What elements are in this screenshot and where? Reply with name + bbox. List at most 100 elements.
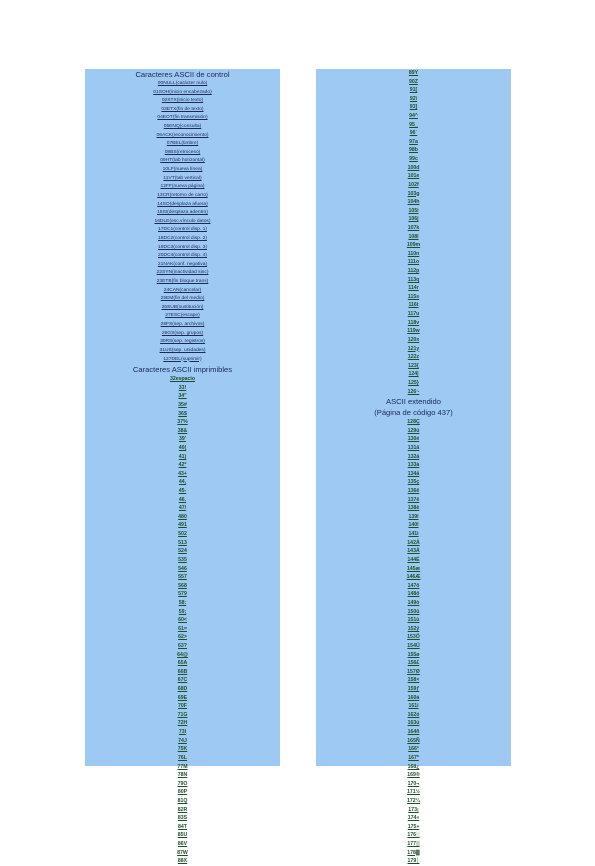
control-character-link[interactable]: 01SOH(inicio encabezado) xyxy=(153,89,212,95)
extended-character-link[interactable]: 164ñ xyxy=(407,729,420,736)
extended-character-link[interactable]: 160á xyxy=(407,694,420,701)
extended-character-link[interactable]: 179│ xyxy=(407,858,420,865)
printable-character-link[interactable]: 524 xyxy=(178,548,187,555)
printable-character-link[interactable]: 35# xyxy=(178,401,187,408)
extended-character-link[interactable]: 130é xyxy=(407,436,420,443)
printable-character-link[interactable]: 67C xyxy=(177,677,188,684)
printable-character-link[interactable]: 64@ xyxy=(177,651,188,658)
control-character-link[interactable]: 07BEL(timbre) xyxy=(166,141,199,147)
printable-character-link[interactable]: 568 xyxy=(178,582,187,589)
control-character-link[interactable]: 127DEL(suprimir) xyxy=(163,356,202,362)
extended-character-link[interactable]: 155ø xyxy=(407,651,420,658)
printable-character-link[interactable]: 41) xyxy=(178,453,187,460)
printable-character-link[interactable]: 73I xyxy=(178,729,187,736)
control-character-link[interactable]: 26SUB(sustitución) xyxy=(161,304,204,310)
control-character-link[interactable]: 19DC3(control disp. 3) xyxy=(158,244,207,250)
control-character-link[interactable]: 31US(sep. unidades) xyxy=(159,347,206,353)
extended-character-link[interactable]: 150û xyxy=(407,608,420,615)
extended-character-link[interactable]: 133à xyxy=(407,462,420,469)
printable-character-link[interactable]: 99c xyxy=(409,156,418,163)
printable-character-link[interactable]: 62> xyxy=(178,634,187,641)
extended-character-link[interactable]: 142Ä xyxy=(407,539,420,546)
extended-character-link[interactable]: 129ü xyxy=(407,427,420,434)
printable-character-link[interactable]: 513 xyxy=(178,539,187,546)
extended-character-link[interactable]: 178▓ xyxy=(407,849,420,856)
printable-character-link[interactable]: 91[ xyxy=(409,87,418,94)
printable-character-link[interactable]: 502 xyxy=(178,531,187,538)
extended-character-link[interactable]: 169® xyxy=(407,772,420,779)
printable-character-link[interactable]: 113q xyxy=(407,276,420,283)
printable-character-link[interactable]: 60< xyxy=(178,617,187,624)
printable-character-link[interactable]: 115s xyxy=(407,293,420,300)
printable-character-link[interactable]: 44, xyxy=(178,479,187,486)
printable-character-link[interactable]: 36$ xyxy=(178,410,187,417)
control-character-link[interactable]: 09HT(tab horizontal) xyxy=(160,158,205,164)
printable-character-link[interactable]: 38& xyxy=(177,427,188,434)
extended-character-link[interactable]: 157Ø xyxy=(407,668,420,675)
extended-character-link[interactable]: 153Ö xyxy=(407,634,420,641)
printable-character-link[interactable]: 120x xyxy=(407,336,420,343)
printable-character-link[interactable]: 65A xyxy=(177,660,188,667)
extended-character-link[interactable]: 137ë xyxy=(407,496,420,503)
printable-character-link[interactable]: 47/ xyxy=(178,505,187,512)
extended-character-link[interactable]: 128Ç xyxy=(407,419,420,426)
printable-character-link[interactable]: 79O xyxy=(177,780,188,787)
printable-character-link[interactable]: 95_ xyxy=(409,121,418,128)
printable-character-link[interactable]: 125} xyxy=(408,379,419,386)
printable-character-link[interactable]: 124| xyxy=(408,371,419,378)
control-character-link[interactable]: 13CR(retorno de carro) xyxy=(157,192,208,198)
control-character-link[interactable]: 08BS(retroceso) xyxy=(164,149,201,155)
control-character-link[interactable]: 10LF(nueva línea) xyxy=(162,167,203,173)
printable-character-link[interactable]: 116t xyxy=(408,302,419,309)
extended-character-link[interactable]: 149ò xyxy=(407,599,420,606)
extended-character-link[interactable]: 143Å xyxy=(407,548,420,555)
printable-character-link[interactable]: 77M xyxy=(177,763,188,770)
control-character-link[interactable]: 16DLE(esc.vínculo datos) xyxy=(154,218,211,224)
printable-character-link[interactable]: 78N xyxy=(177,772,188,779)
printable-character-link[interactable]: 83S xyxy=(177,815,188,822)
printable-character-link[interactable]: 557 xyxy=(178,574,187,581)
printable-character-link[interactable]: 101e xyxy=(407,173,420,180)
extended-character-link[interactable]: 161í xyxy=(408,703,419,710)
printable-character-link[interactable]: 105i xyxy=(408,207,419,214)
extended-character-link[interactable]: 166ª xyxy=(408,746,419,753)
printable-character-link[interactable]: 89Y xyxy=(408,70,419,76)
extended-character-link[interactable]: 141ì xyxy=(408,531,419,538)
control-character-link[interactable]: 02STX(inicio texto) xyxy=(161,98,204,104)
printable-character-link[interactable]: 107k xyxy=(407,224,420,231)
control-character-link[interactable]: 05ENQ(consulta) xyxy=(163,124,202,130)
printable-character-link[interactable]: 103g xyxy=(407,190,420,197)
control-character-link[interactable]: 15SI(desplaza adentro) xyxy=(157,210,208,216)
control-character-link[interactable]: 11VT(tab vertical) xyxy=(163,175,202,181)
extended-character-link[interactable]: 176░ xyxy=(407,832,420,839)
extended-character-link[interactable]: 163ú xyxy=(407,720,420,727)
control-character-link[interactable]: 06ACK(reconocimiento) xyxy=(156,132,209,138)
printable-character-link[interactable]: 92\ xyxy=(409,95,418,102)
control-character-link[interactable]: 18DC2(control disp. 2) xyxy=(158,235,207,241)
printable-character-link[interactable]: 119w xyxy=(407,328,420,335)
printable-character-link[interactable]: 42* xyxy=(178,462,187,469)
extended-character-link[interactable]: 140î xyxy=(408,522,419,529)
control-character-link[interactable]: 28FS(sep. archivos) xyxy=(160,322,205,328)
extended-character-link[interactable]: 175» xyxy=(407,823,420,830)
extended-character-link[interactable]: 148ö xyxy=(407,591,420,598)
printable-character-link[interactable]: 76L xyxy=(178,754,187,761)
control-character-link[interactable]: 17DC1(control disp. 1) xyxy=(158,227,207,233)
control-character-link[interactable]: 20DC4(control disp. 4) xyxy=(158,253,207,259)
printable-character-link[interactable]: 118v xyxy=(407,319,420,326)
extended-character-link[interactable]: 171½ xyxy=(407,789,420,796)
control-character-link[interactable]: 00NULL(carácter nulo) xyxy=(157,81,208,86)
extended-character-link[interactable]: 139ï xyxy=(408,513,419,520)
printable-character-link[interactable]: 66B xyxy=(177,668,188,675)
printable-character-link[interactable]: 43+ xyxy=(178,470,187,477)
control-character-link[interactable]: 14SO(desplaza afuera) xyxy=(157,201,208,207)
extended-character-link[interactable]: 156£ xyxy=(407,660,420,667)
extended-character-link[interactable]: 138è xyxy=(407,505,420,512)
printable-character-link[interactable]: 40( xyxy=(178,444,187,451)
printable-character-link[interactable]: 46. xyxy=(178,496,187,503)
extended-character-link[interactable]: 135ç xyxy=(407,479,420,486)
printable-character-link[interactable]: 104h xyxy=(407,199,420,206)
extended-character-link[interactable]: 151ù xyxy=(407,617,420,624)
extended-character-link[interactable]: 162ó xyxy=(407,711,420,718)
control-character-link[interactable]: 27ESC(escape) xyxy=(165,313,200,319)
